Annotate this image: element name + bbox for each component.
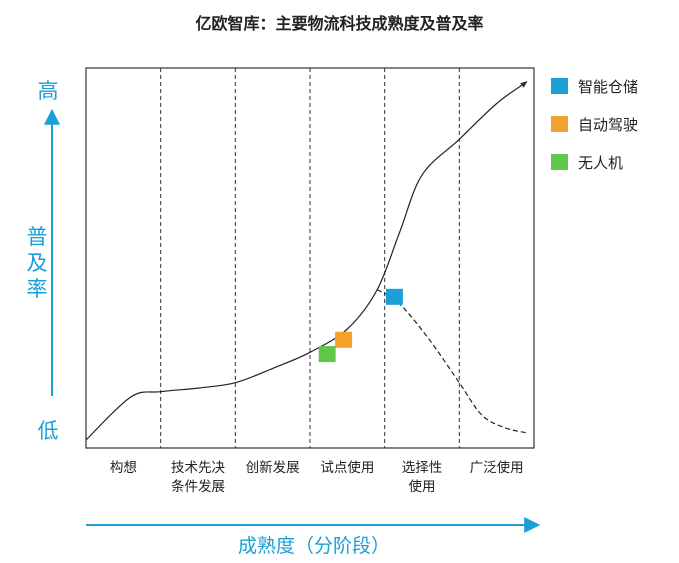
technology-marker-0 <box>385 288 403 305</box>
stage-label: 创新发展 <box>246 460 300 476</box>
chart-title: 亿欧智库：主要物流科技成熟度及普及率 <box>195 14 484 33</box>
decline-curve <box>376 289 527 434</box>
y-axis-high-label: 高 <box>38 79 59 103</box>
stage-label: 试点使用 <box>320 459 374 476</box>
adoption-curve <box>85 81 528 441</box>
stage-label: 技术先决 <box>171 460 225 476</box>
stage-label: 选择性 <box>402 460 443 476</box>
stage-label: 构想 <box>110 460 137 476</box>
legend-label-1: 自动驾驶 <box>578 116 638 134</box>
legend-swatch-2 <box>551 154 568 170</box>
legend-swatch-0 <box>551 78 568 94</box>
technology-marker-2 <box>318 346 336 363</box>
x-axis-label: 成熟度（分阶段） <box>238 535 390 557</box>
stage-label: 广泛使用 <box>470 459 524 476</box>
y-axis-low-label: 低 <box>38 419 59 443</box>
stage-label: 使用 <box>409 478 436 495</box>
legend-swatch-1 <box>551 116 568 132</box>
stage-label: 条件发展 <box>171 478 225 495</box>
legend-label-0: 智能仓储 <box>578 78 638 96</box>
technology-marker-1 <box>335 331 353 348</box>
y-axis-label: 及 <box>27 251 48 275</box>
legend-label-2: 无人机 <box>578 154 623 172</box>
y-axis-label: 普 <box>27 225 48 249</box>
y-axis-label: 率 <box>27 277 48 301</box>
